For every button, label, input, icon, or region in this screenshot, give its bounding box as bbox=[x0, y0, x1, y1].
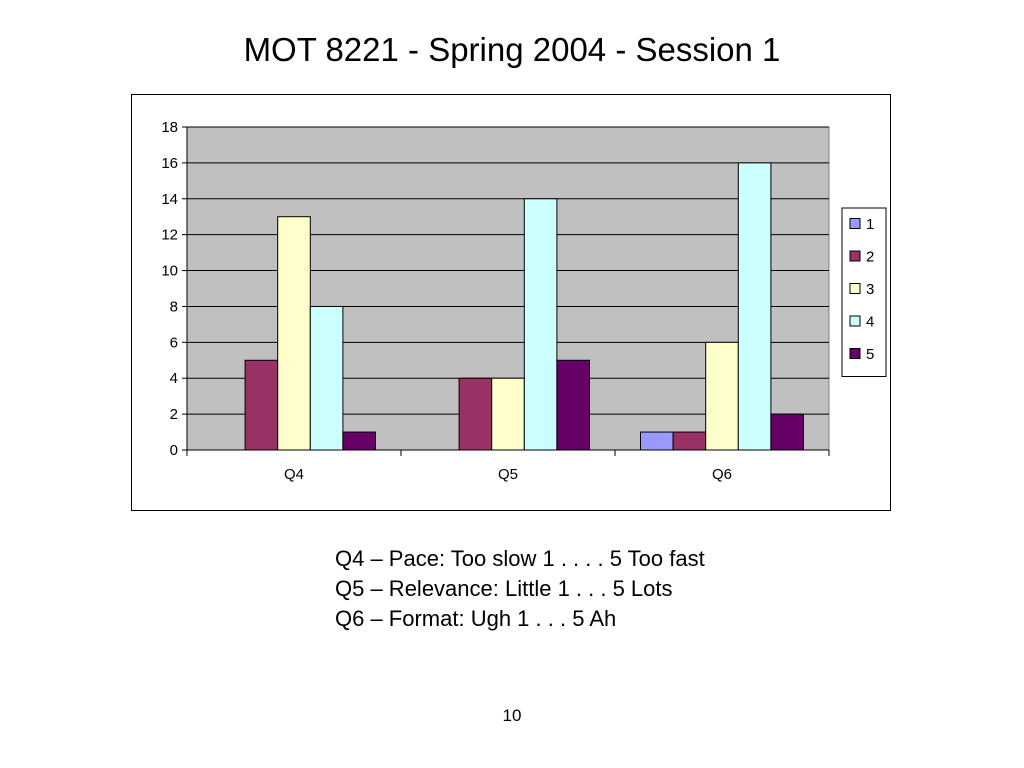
legend-label: 3 bbox=[866, 281, 874, 298]
bar-q4-series-2 bbox=[244, 359, 279, 451]
x-tick-label: Q4 bbox=[284, 466, 304, 483]
page-number: 10 bbox=[502, 706, 522, 725]
bar-q6-series-4 bbox=[737, 162, 772, 451]
note-q4: Q4 – Pace: Too slow 1 . . . . 5 Too fast bbox=[335, 546, 705, 571]
legend-swatch bbox=[849, 315, 861, 327]
bar-q6-series-2 bbox=[672, 431, 707, 451]
note-q5: Q5 – Relevance: Little 1 . . . 5 Lots bbox=[335, 576, 673, 601]
y-tick-label: 14 bbox=[161, 191, 178, 208]
legend-swatch bbox=[849, 250, 861, 262]
y-tick-label: 10 bbox=[161, 263, 178, 280]
note-q6: Q6 – Format: Ugh 1 . . . 5 Ah bbox=[335, 606, 617, 631]
y-tick-label: 18 bbox=[161, 119, 178, 136]
bar-q6-series-1 bbox=[640, 431, 674, 451]
bar-q5-series-3 bbox=[491, 377, 525, 451]
y-tick-label: 12 bbox=[161, 227, 178, 244]
bar-q5-series-5 bbox=[556, 359, 590, 451]
y-tick-label: 2 bbox=[170, 406, 178, 423]
legend-label: 4 bbox=[866, 314, 874, 331]
legend-label: 1 bbox=[866, 216, 874, 233]
legend-label: 5 bbox=[866, 346, 874, 363]
bar-q6-series-3 bbox=[705, 341, 739, 451]
y-tick-label: 4 bbox=[170, 370, 178, 387]
bar-q5-series-2 bbox=[458, 377, 493, 451]
y-tick-label: 16 bbox=[161, 155, 178, 172]
legend-box bbox=[841, 207, 887, 377]
bar-q6-series-5 bbox=[770, 413, 805, 451]
bar-q5-series-4 bbox=[523, 198, 558, 451]
legend-swatch bbox=[849, 218, 861, 229]
x-tick-label: Q6 bbox=[712, 466, 732, 483]
x-tick-label: Q5 bbox=[498, 466, 518, 483]
bar-q4-series-3 bbox=[277, 216, 311, 451]
bar-q4-series-4 bbox=[309, 305, 344, 451]
y-tick-label: 8 bbox=[170, 298, 178, 315]
chart-area: 0 2 4 6 8 10 12 14 16 18 Q4 Q5 Q6 1 2 3 4 5 bbox=[131, 94, 891, 511]
slide-title: MOT 8221 - Spring 2004 - Session 1 bbox=[243, 31, 781, 68]
y-tick-label: 6 bbox=[170, 334, 178, 351]
legend-swatch bbox=[849, 348, 861, 359]
question-legend: Q4 – Pace: Too slow 1 . . . . 5 Too fast… bbox=[335, 544, 705, 634]
legend-swatch bbox=[849, 283, 861, 294]
y-tick-label: 0 bbox=[170, 442, 178, 459]
legend-label: 2 bbox=[866, 249, 874, 266]
bar-q4-series-5 bbox=[342, 431, 376, 451]
